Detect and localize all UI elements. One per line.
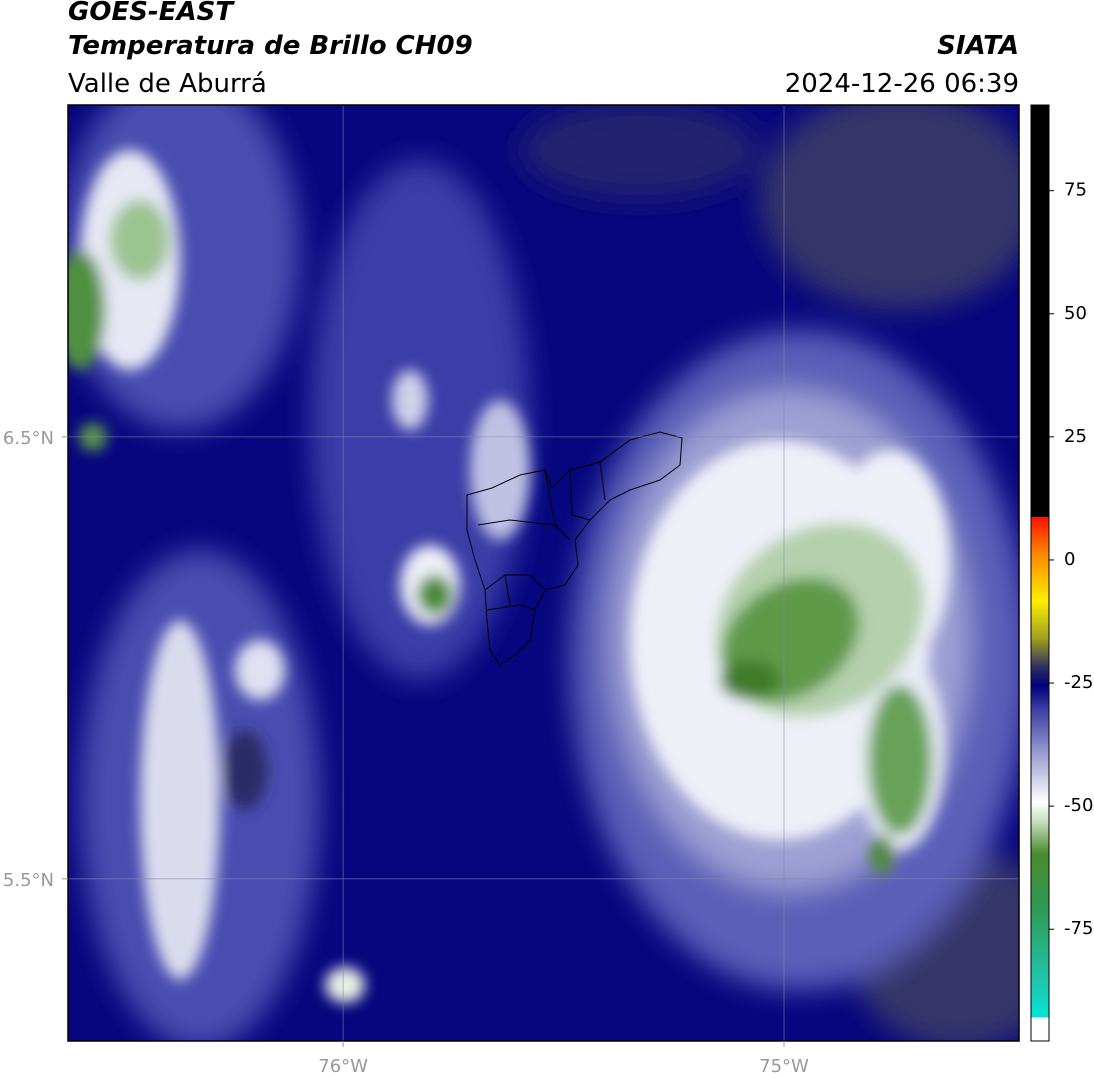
- colorbar-label: 75: [1064, 180, 1087, 201]
- colorbar-label: 25: [1064, 426, 1087, 447]
- colorbar-label: -75: [1064, 918, 1093, 939]
- colorbar-label: 0: [1064, 549, 1075, 570]
- timestamp: 2024-12-26 06:39: [785, 69, 1019, 99]
- colorbar-label: -25: [1064, 672, 1093, 693]
- subtitle: Valle de Aburrá: [68, 69, 267, 99]
- colorbar-label: -50: [1064, 795, 1093, 816]
- lat-label: 6.5°N: [3, 428, 54, 449]
- lon-label: 76°W: [318, 1056, 368, 1077]
- colorbar: [1030, 104, 1050, 1042]
- title-line: GOES-EAST: [68, 0, 235, 27]
- colorbar-label: 50: [1064, 303, 1087, 324]
- lat-label: 5.5°N: [3, 870, 54, 891]
- title-line: Temperatura de Brillo CH09: [68, 31, 473, 61]
- lon-label: 75°W: [759, 1056, 809, 1077]
- map-frame: [67, 104, 1020, 1042]
- satellite-image: [68, 105, 1019, 1041]
- source: SIATA: [937, 31, 1019, 61]
- municipal-boundaries: [466, 431, 683, 666]
